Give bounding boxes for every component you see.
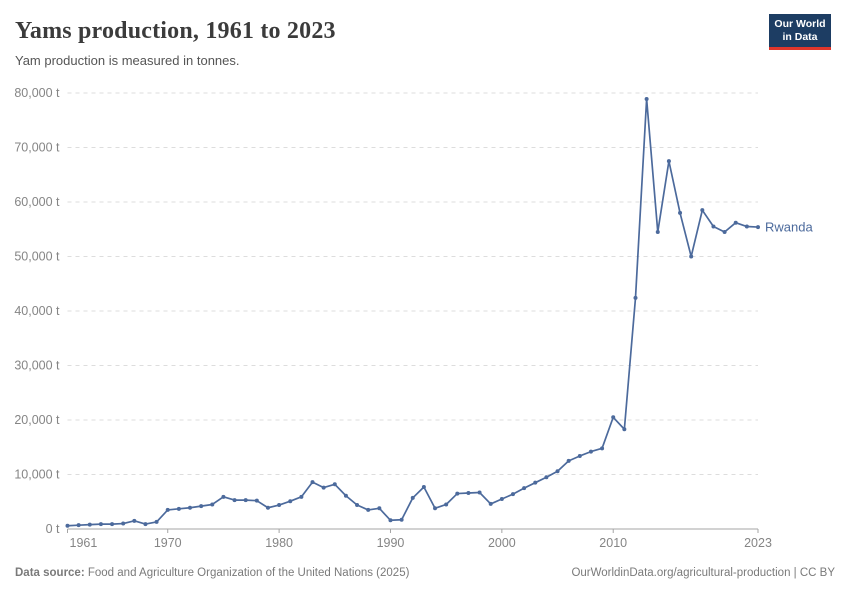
rwanda-point-1977[interactable] <box>243 498 248 503</box>
rwanda-point-2002[interactable] <box>522 486 527 491</box>
rwanda-point-2016[interactable] <box>678 210 683 215</box>
owid-logo-line1: Our World <box>774 18 826 30</box>
x-tick-label-2023: 2023 <box>744 536 772 550</box>
rwanda-point-2007[interactable] <box>577 453 582 458</box>
rwanda-point-1987[interactable] <box>355 503 360 508</box>
rwanda-point-1999[interactable] <box>488 501 493 506</box>
rwanda-point-1973[interactable] <box>199 504 204 509</box>
rwanda-point-1968[interactable] <box>143 522 148 527</box>
y-tick-label-50000: 50,000 t <box>14 250 60 264</box>
owid-url-note[interactable]: OurWorldinData.org/agricultural-producti… <box>571 567 835 579</box>
rwanda-point-1985[interactable] <box>332 482 337 487</box>
rwanda-point-1990[interactable] <box>388 518 393 523</box>
rwanda-point-1983[interactable] <box>310 480 315 485</box>
y-tick-label-10000: 10,000 t <box>14 468 60 482</box>
rwanda-point-2018[interactable] <box>700 208 705 213</box>
rwanda-point-1972[interactable] <box>188 505 193 510</box>
rwanda-point-1963[interactable] <box>87 522 92 527</box>
rwanda-point-1982[interactable] <box>299 494 304 499</box>
rwanda-point-2003[interactable] <box>533 480 538 485</box>
rwanda-point-2009[interactable] <box>600 446 605 451</box>
rwanda-point-1995[interactable] <box>444 502 449 507</box>
rwanda-point-1997[interactable] <box>466 491 471 496</box>
x-tick-label-2000: 2000 <box>488 536 516 550</box>
rwanda-point-2000[interactable] <box>499 497 504 502</box>
rwanda-point-2013[interactable] <box>644 96 649 101</box>
y-tick-label-30000: 30,000 t <box>14 359 60 373</box>
rwanda-point-2020[interactable] <box>722 229 727 234</box>
y-tick-label-40000: 40,000 t <box>14 304 60 318</box>
rwanda-point-1991[interactable] <box>399 517 404 522</box>
rwanda-point-2015[interactable] <box>666 159 671 164</box>
rwanda-point-2017[interactable] <box>689 254 694 259</box>
rwanda-point-1996[interactable] <box>455 491 460 496</box>
rwanda-point-1988[interactable] <box>366 507 371 512</box>
rwanda-point-1979[interactable] <box>265 505 270 510</box>
rwanda-point-2001[interactable] <box>510 492 515 497</box>
rwanda-point-1980[interactable] <box>277 503 282 508</box>
page-title: Yams production, 1961 to 2023 <box>15 18 336 44</box>
x-tick-label-1970: 1970 <box>154 536 182 550</box>
owid-logo-line2: in Data <box>782 31 818 44</box>
rwanda-point-2023[interactable] <box>756 225 760 230</box>
rwanda-point-1962[interactable] <box>76 523 81 528</box>
x-tick-label-2010: 2010 <box>599 536 627 550</box>
chart-subtitle: Yam production is measured in tonnes. <box>15 53 240 68</box>
rwanda-point-2011[interactable] <box>622 427 627 432</box>
x-tick-label-1961: 1961 <box>70 536 98 550</box>
rwanda-point-1994[interactable] <box>433 506 438 511</box>
rwanda-point-1974[interactable] <box>210 502 215 507</box>
data-source-label: Data source: <box>15 567 85 579</box>
data-source-text: Food and Agriculture Organization of the… <box>84 567 410 579</box>
rwanda-point-1961[interactable] <box>65 523 70 528</box>
series-label-rwanda[interactable]: Rwanda <box>765 220 813 235</box>
rwanda-point-2006[interactable] <box>566 458 571 463</box>
rwanda-point-1970[interactable] <box>165 507 170 512</box>
rwanda-point-1971[interactable] <box>176 506 181 511</box>
rwanda-line[interactable] <box>66 98 759 527</box>
rwanda-point-1967[interactable] <box>132 518 137 523</box>
y-tick-label-0: 0 t <box>46 522 60 536</box>
rwanda-point-1993[interactable] <box>421 485 426 490</box>
x-tick-label-1980: 1980 <box>265 536 293 550</box>
rwanda-point-1992[interactable] <box>410 495 415 500</box>
rwanda-point-2012[interactable] <box>633 295 638 300</box>
rwanda-point-2022[interactable] <box>744 224 749 229</box>
y-tick-label-20000: 20,000 t <box>14 413 60 427</box>
chart-footer: Data source: Food and Agriculture Organi… <box>15 567 835 579</box>
y-tick-label-70000: 70,000 t <box>14 141 60 155</box>
rwanda-point-2021[interactable] <box>733 220 738 225</box>
rwanda-point-1986[interactable] <box>343 493 348 498</box>
rwanda-point-1976[interactable] <box>232 498 237 503</box>
x-tick-label-1990: 1990 <box>377 536 405 550</box>
rwanda-point-1981[interactable] <box>288 499 293 504</box>
data-source-note: Data source: Food and Agriculture Organi… <box>15 567 409 579</box>
rwanda-point-2010[interactable] <box>611 415 616 420</box>
rwanda-point-2008[interactable] <box>588 449 593 454</box>
rwanda-point-2004[interactable] <box>544 475 549 480</box>
y-tick-label-80000: 80,000 t <box>14 86 60 100</box>
rwanda-point-1969[interactable] <box>154 519 159 524</box>
rwanda-point-2014[interactable] <box>655 229 660 234</box>
rwanda-point-2005[interactable] <box>555 469 560 474</box>
owid-logo[interactable]: Our World in Data <box>769 14 831 51</box>
rwanda-point-1966[interactable] <box>121 521 126 526</box>
rwanda-point-1965[interactable] <box>110 522 115 527</box>
rwanda-point-1978[interactable] <box>254 498 259 503</box>
rwanda-point-1998[interactable] <box>477 490 482 495</box>
y-tick-label-60000: 60,000 t <box>14 195 60 209</box>
rwanda-point-1984[interactable] <box>321 485 326 490</box>
rwanda-point-1975[interactable] <box>221 494 226 499</box>
rwanda-point-1964[interactable] <box>98 522 103 527</box>
rwanda-point-2019[interactable] <box>711 224 716 229</box>
rwanda-point-1989[interactable] <box>377 506 382 511</box>
